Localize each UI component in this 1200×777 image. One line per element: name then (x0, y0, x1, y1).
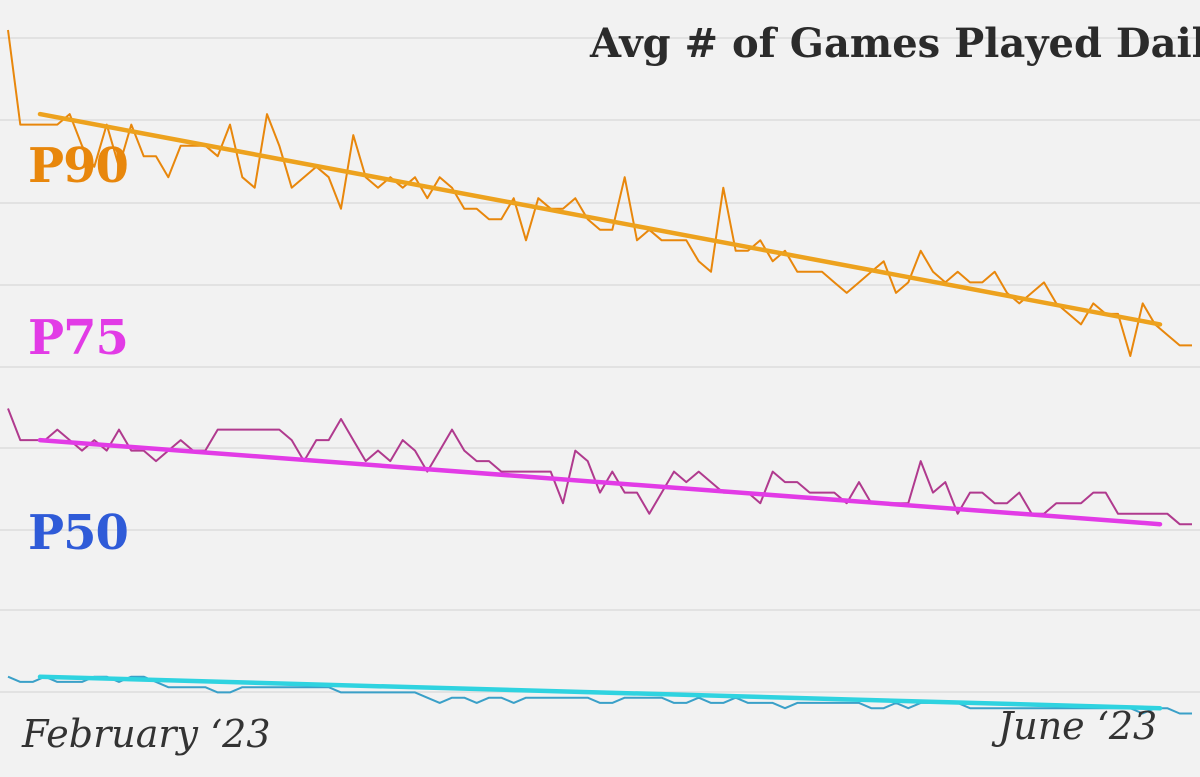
x-axis-end-label: June ‘23 (998, 704, 1158, 748)
grid-lines (0, 37, 1200, 693)
series-line-p50 (7, 675, 1192, 715)
series-line-p90 (7, 29, 1192, 357)
x-axis-start-label: February ‘23 (22, 712, 271, 756)
series-label-p90: P90 (28, 138, 129, 194)
series-line-p75 (7, 408, 1192, 526)
trend-line-p90 (37, 111, 1163, 327)
series-label-p50: P50 (28, 505, 129, 561)
series-label-p75: P75 (28, 310, 129, 366)
trend-line-p50 (37, 674, 1163, 711)
chart-title: Avg # of Games Played Daily (590, 20, 1200, 67)
series-lines (7, 29, 1192, 715)
trend-line-p75 (37, 437, 1163, 527)
